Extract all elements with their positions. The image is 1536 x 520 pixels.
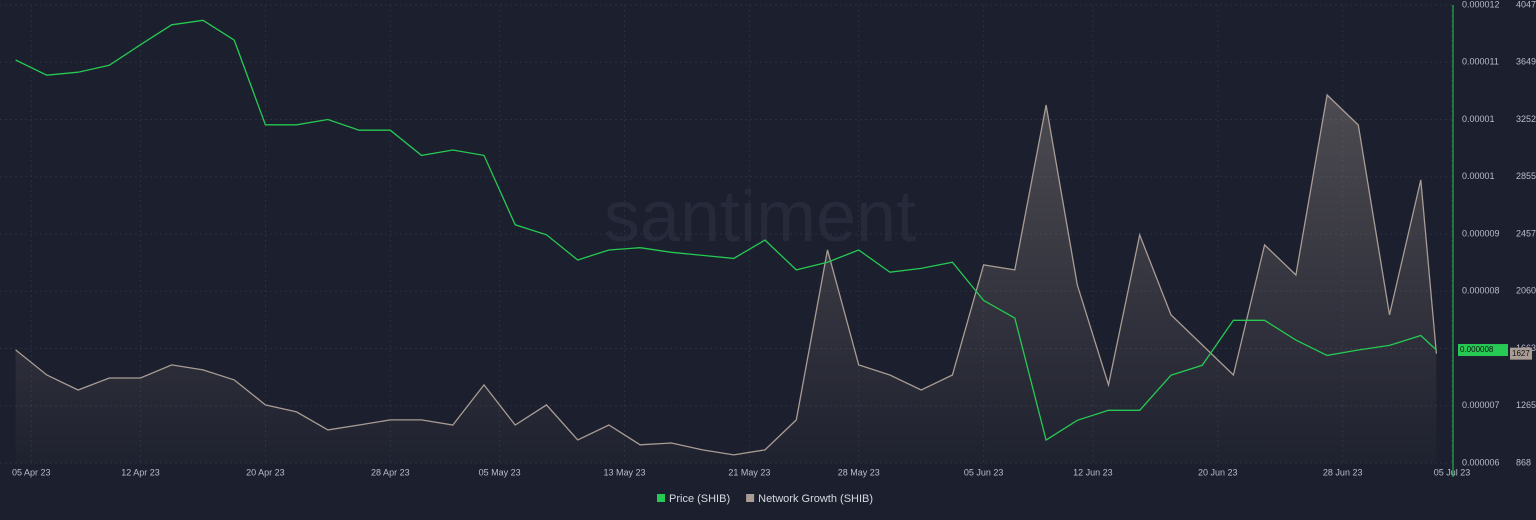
- line: [15, 19, 1437, 442]
- x-tick-label: 20 Apr 23: [246, 467, 285, 477]
- x-tick-label: 21 May 23: [728, 467, 770, 477]
- y-tick-label: 0.000011: [1462, 57, 1499, 67]
- legend-swatch: [657, 494, 665, 502]
- legend-swatch: [746, 494, 755, 502]
- y2-tick-label: 2457: [1516, 228, 1536, 238]
- y-tick-label: 0.000007: [1462, 400, 1500, 410]
- last-value-badge: [1458, 344, 1508, 357]
- y2-tick-label: 2060: [1516, 286, 1536, 296]
- x-tick-label: 13 May 23: [604, 467, 646, 477]
- watermark: santiment: [604, 177, 916, 257]
- x-tick-label: 28 May 23: [838, 467, 880, 477]
- last-value-badge: [1510, 347, 1532, 360]
- x-tick-label: 05 May 23: [479, 467, 521, 477]
- y-tick-label: 0.000008: [1462, 286, 1500, 296]
- x-tick-label: 12 Jun 23: [1073, 467, 1113, 477]
- y2-tick-label: 3649: [1516, 57, 1536, 67]
- y-tick-label: 0.00001: [1462, 114, 1495, 124]
- line: [15, 93, 1438, 456]
- y2-tick-label: 3252: [1516, 114, 1536, 124]
- legend-label: Price (SHIB): [669, 493, 730, 505]
- x-tick-label: 05 Apr 23: [12, 467, 51, 477]
- legend-label: Network Growth (SHIB): [758, 493, 873, 505]
- x-tick-label: 20 Jun 23: [1198, 467, 1238, 477]
- y2-tick-label: 2855: [1516, 171, 1536, 181]
- y2-tick-label: 4047: [1516, 0, 1536, 9]
- last-value-label: 1627: [1512, 349, 1530, 358]
- x-tick-label: 28 Jun 23: [1323, 467, 1363, 477]
- x-tick-label: 12 Apr 23: [121, 467, 160, 477]
- x-tick-label: 28 Apr 23: [371, 467, 410, 477]
- y-tick-label: 0.000009: [1462, 228, 1500, 238]
- last-value-label: 0.000008: [1460, 345, 1494, 354]
- y2-tick-label: 868: [1516, 457, 1531, 467]
- y2-tick-label: 1265: [1516, 400, 1536, 410]
- x-tick-label: 05 Jun 23: [964, 467, 1004, 477]
- y-tick-label: 0.00001: [1462, 171, 1495, 181]
- area: [15, 95, 1437, 463]
- y-tick-label: 0.000012: [1462, 0, 1500, 9]
- y-tick-label: 0.000006: [1462, 457, 1500, 467]
- x-tick-label: 05 Jul 23: [1434, 467, 1471, 477]
